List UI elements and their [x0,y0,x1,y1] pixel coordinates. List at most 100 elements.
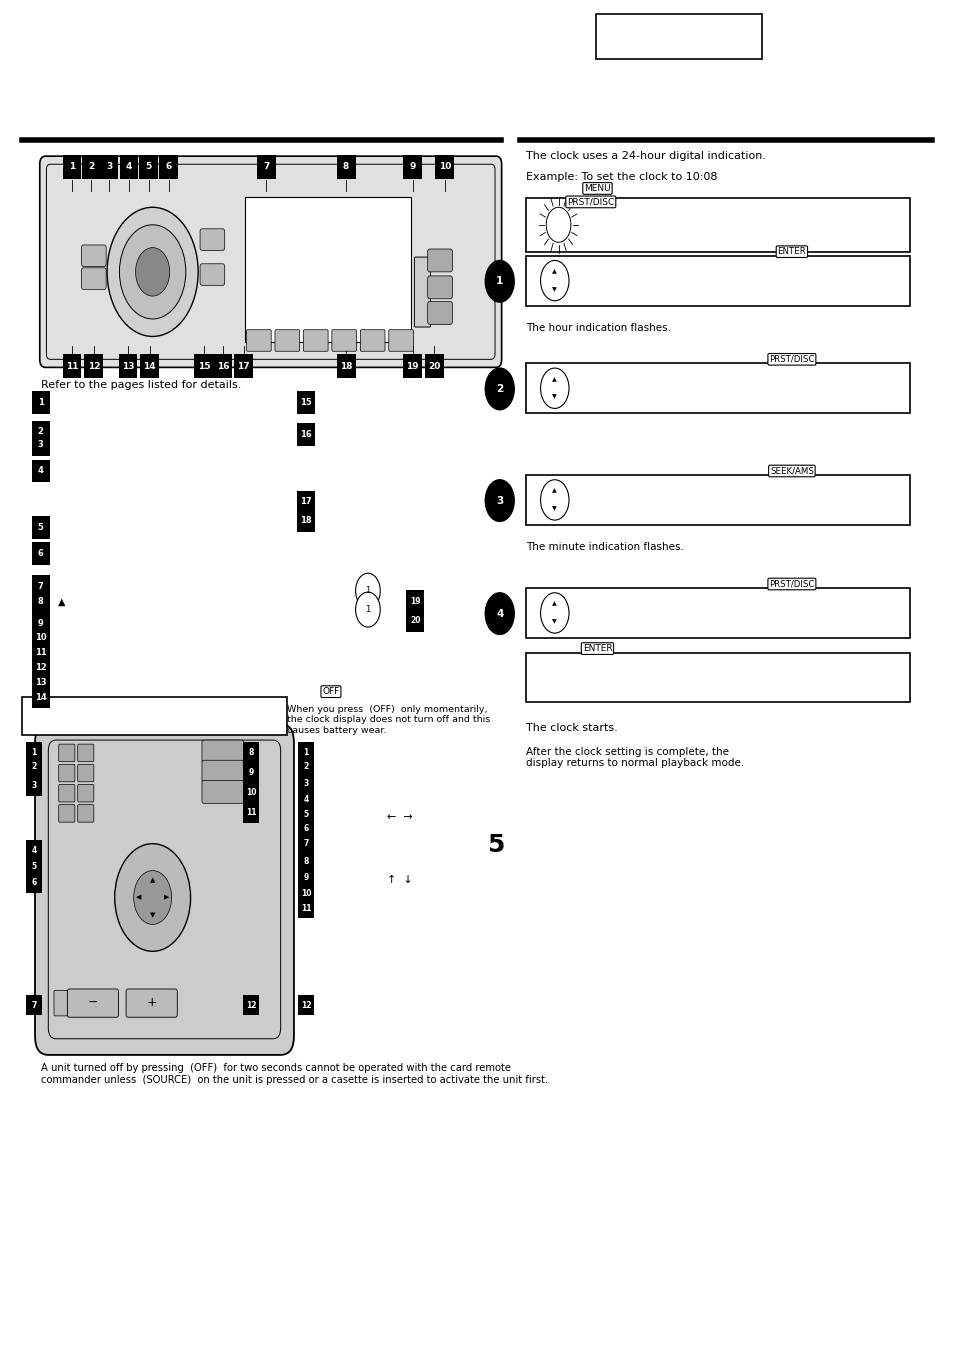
Text: Example: To set the clock to 10:08: Example: To set the clock to 10:08 [526,173,717,182]
FancyBboxPatch shape [243,742,259,762]
FancyBboxPatch shape [303,330,328,351]
FancyBboxPatch shape [332,330,356,351]
FancyBboxPatch shape [31,576,50,598]
FancyBboxPatch shape [298,773,314,793]
Text: 6: 6 [166,162,172,172]
Text: 16: 16 [216,362,229,370]
Circle shape [484,259,515,303]
Text: 2: 2 [38,427,44,436]
Text: 2: 2 [496,384,503,394]
Text: 7: 7 [263,162,270,172]
FancyBboxPatch shape [139,155,158,180]
FancyBboxPatch shape [274,330,299,351]
FancyBboxPatch shape [424,354,443,378]
Text: 10:08: 10:08 [841,604,900,623]
Text: 5: 5 [31,862,36,871]
Text: SET: SET [587,369,608,378]
Text: The minute indication flashes.: The minute indication flashes. [526,542,683,553]
Text: 1: 1 [303,747,309,757]
FancyBboxPatch shape [27,742,42,762]
Text: 10: 10 [301,889,312,898]
Text: 15: 15 [300,399,312,407]
FancyBboxPatch shape [31,590,50,613]
FancyBboxPatch shape [159,155,178,180]
Text: 1: 1 [365,605,370,615]
Circle shape [135,247,170,296]
FancyBboxPatch shape [40,157,501,367]
Circle shape [484,480,515,521]
FancyBboxPatch shape [68,989,118,1017]
Text: 13: 13 [35,678,47,686]
FancyBboxPatch shape [243,762,259,782]
FancyBboxPatch shape [435,155,454,180]
Text: ▲: ▲ [150,877,155,884]
Text: 4: 4 [303,794,309,804]
Text: 4: 4 [496,608,503,619]
Text: ▲: ▲ [552,269,557,274]
FancyBboxPatch shape [31,642,50,665]
FancyBboxPatch shape [27,873,42,893]
FancyBboxPatch shape [82,155,100,180]
Text: 18: 18 [300,516,312,526]
Text: +: + [146,996,157,1009]
FancyBboxPatch shape [595,14,760,59]
Text: SET: SET [587,481,608,490]
FancyBboxPatch shape [27,857,42,877]
Text: 10:08: 10:08 [833,667,900,688]
Text: ▼: ▼ [552,507,557,511]
Text: 9: 9 [303,873,309,882]
FancyBboxPatch shape [298,996,314,1015]
Text: 8: 8 [343,162,349,172]
FancyBboxPatch shape [298,804,314,824]
Text: Clock: Clock [837,215,900,235]
FancyBboxPatch shape [77,785,93,802]
Text: ←  →: ← → [387,812,413,821]
Circle shape [484,367,515,411]
FancyBboxPatch shape [406,609,424,632]
FancyBboxPatch shape [59,805,74,823]
Text: 11: 11 [35,648,47,657]
FancyBboxPatch shape [81,245,106,266]
Text: 5: 5 [38,523,44,532]
Circle shape [119,224,186,319]
Text: 8: 8 [249,747,253,757]
FancyBboxPatch shape [77,765,93,782]
Text: ▼: ▼ [552,619,557,624]
Text: 9: 9 [38,619,44,627]
Text: 1: 1 [38,399,44,407]
FancyBboxPatch shape [200,228,225,250]
Text: 14: 14 [35,693,47,701]
FancyBboxPatch shape [298,757,314,777]
FancyBboxPatch shape [234,354,253,378]
Text: ▲: ▲ [58,597,65,607]
FancyBboxPatch shape [298,867,314,888]
FancyBboxPatch shape [336,354,355,378]
FancyBboxPatch shape [298,834,314,854]
FancyBboxPatch shape [119,155,138,180]
FancyBboxPatch shape [27,840,42,861]
FancyBboxPatch shape [403,155,421,180]
Text: 3: 3 [106,162,112,172]
Text: 3: 3 [38,439,44,449]
Bar [244,196,410,342]
Text: 15: 15 [197,362,210,370]
Text: 2: 2 [88,162,94,172]
Text: 17: 17 [237,362,250,370]
Text: 18: 18 [339,362,352,370]
Text: ENTER: ENTER [777,247,805,257]
Text: OFF: OFF [322,688,339,696]
FancyBboxPatch shape [31,420,50,443]
FancyBboxPatch shape [526,476,909,524]
Text: PRST/DISC: PRST/DISC [768,580,814,589]
Text: 20: 20 [410,616,420,624]
FancyBboxPatch shape [298,884,314,904]
Circle shape [540,367,568,408]
Circle shape [540,261,568,301]
Text: 3: 3 [496,496,503,505]
Text: 7: 7 [38,582,44,592]
FancyBboxPatch shape [213,354,232,378]
FancyBboxPatch shape [35,724,294,1055]
FancyBboxPatch shape [246,330,271,351]
Text: ▲: ▲ [552,489,557,493]
Text: ▼: ▼ [552,286,557,292]
